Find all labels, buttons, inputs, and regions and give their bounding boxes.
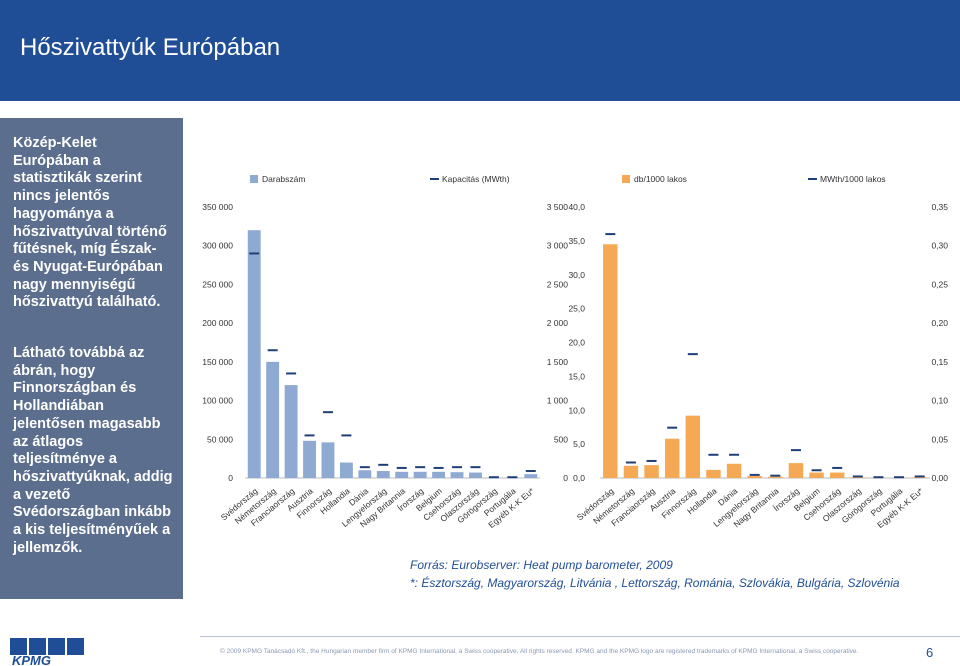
bar <box>339 462 353 478</box>
left-tick-label: 40,0 <box>568 202 585 212</box>
bar <box>266 361 280 478</box>
right-tick-label: 2 000 <box>547 318 569 328</box>
bar <box>358 470 372 478</box>
legend-label: db/1000 lakos <box>634 174 687 184</box>
logo-text: KPMG <box>12 653 51 666</box>
left-tick-label: 150 000 <box>202 357 233 367</box>
bar <box>809 472 824 478</box>
page-title: Hőszivattyúk Európában <box>20 34 281 61</box>
bar <box>644 465 659 478</box>
left-tick-label: 250 000 <box>202 279 233 289</box>
bar <box>247 230 261 478</box>
right-tick-label: 0,05 <box>931 434 948 444</box>
right-tick-label: 0 <box>563 473 568 483</box>
bar <box>685 415 701 478</box>
bar <box>524 474 538 478</box>
side-paragraph-1: Közép-Kelet Európában a statisztikák sze… <box>13 135 167 311</box>
left-tick-label: 35,0 <box>568 236 585 246</box>
bar <box>912 477 927 478</box>
source-footnote: *: Észtország, Magyarország, Litvánia , … <box>410 576 900 590</box>
legend-swatch <box>250 175 258 183</box>
right-tick-label: 0,30 <box>931 241 948 251</box>
left-tick-label: 30,0 <box>568 270 585 280</box>
left-tick-label: 15,0 <box>568 371 585 381</box>
right-tick-label: 0,10 <box>931 396 948 406</box>
right-tick-label: 0,25 <box>931 279 948 289</box>
bar <box>603 244 618 478</box>
bar <box>469 472 482 478</box>
legend-label: Kapacitás (MWth) <box>442 174 510 184</box>
bar <box>395 471 409 478</box>
kpmg-logo: KPMG <box>10 638 84 666</box>
bar <box>706 469 721 478</box>
page-number: 6 <box>926 645 934 660</box>
bar <box>664 438 680 478</box>
bar <box>768 476 783 478</box>
legend-label: Darabszám <box>262 174 305 184</box>
left-tick-label: 50 000 <box>207 434 233 444</box>
left-tick-label: 100 000 <box>202 396 233 406</box>
left-tick-label: 350 000 <box>202 202 233 212</box>
right-tick-label: 2 500 <box>547 279 569 289</box>
right-tick-label: 3 500 <box>547 202 569 212</box>
bar <box>623 465 639 478</box>
left-tick-label: 20,0 <box>568 338 585 348</box>
bar <box>303 440 316 478</box>
left-tick-label: 10,0 <box>568 405 585 415</box>
right-tick-label: 1 000 <box>547 396 569 406</box>
bar <box>413 471 427 478</box>
left-tick-label: 0 <box>228 473 233 483</box>
bar <box>376 471 390 478</box>
legend-swatch <box>622 175 630 183</box>
bar <box>432 471 446 478</box>
right-tick-label: 1 500 <box>547 357 569 367</box>
left-tick-label: 300 000 <box>202 241 233 251</box>
copyright-text: © 2009 KPMG Tanácsadó Kft., the Hungaria… <box>220 648 859 655</box>
footer-divider <box>200 636 960 637</box>
side-panel: Közép-Kelet Európában a statisztikák sze… <box>0 118 183 599</box>
bar <box>829 472 845 478</box>
right-tick-label: 0,35 <box>931 202 948 212</box>
left-tick-label: 200 000 <box>202 318 233 328</box>
title-bar: Hőszivattyúk Európában <box>0 0 960 101</box>
bar <box>747 475 762 478</box>
bar <box>850 477 866 478</box>
right-tick-label: 0,20 <box>931 318 948 328</box>
left-tick-label: 25,0 <box>568 304 585 314</box>
source-note: Forrás: Eurobserver: Heat pump barometer… <box>410 558 673 572</box>
bar <box>726 463 742 478</box>
right-tick-label: 0,15 <box>931 357 948 367</box>
bar <box>321 442 335 478</box>
side-paragraph-2: Látható továbbá az ábrán, hogy Finnorszá… <box>13 345 173 556</box>
right-tick-label: 3 000 <box>547 241 569 251</box>
right-tick-label: 0,00 <box>931 473 948 483</box>
left-tick-label: 0,0 <box>573 473 585 483</box>
left-tick-label: 5,0 <box>573 439 585 449</box>
bar <box>788 463 804 478</box>
legend-label: MWth/1000 lakos <box>820 174 886 184</box>
bar <box>450 472 464 478</box>
bar <box>284 385 298 478</box>
right-tick-label: 500 <box>554 434 568 444</box>
charts-area: 0 50 000 100 000 150 000 200 000 250 000 300 0… <box>202 174 948 530</box>
